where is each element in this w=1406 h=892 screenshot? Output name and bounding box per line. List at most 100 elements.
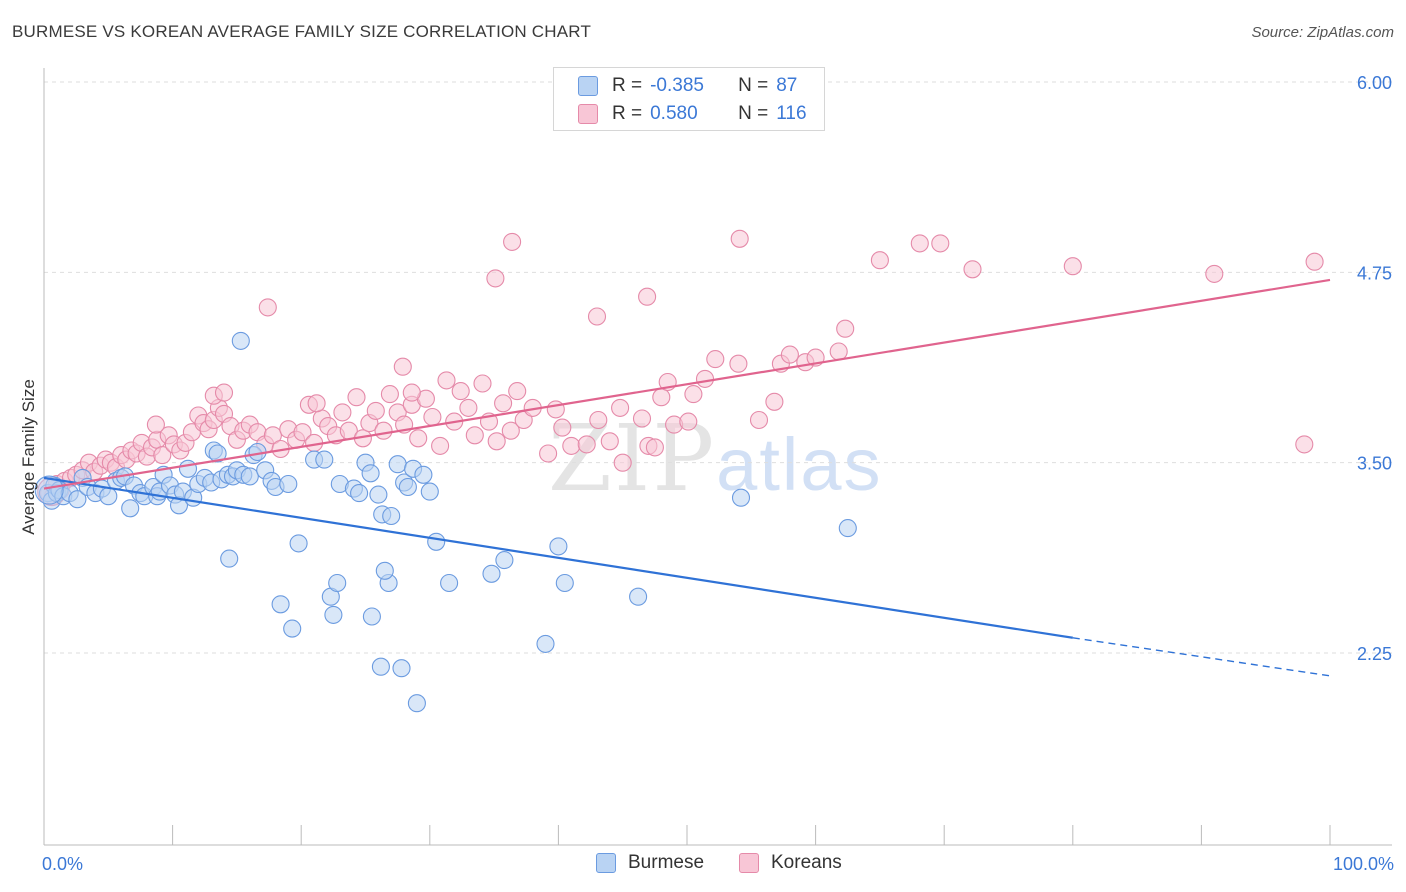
series-legend: Burmese Koreans bbox=[0, 852, 1406, 876]
legend-n-label: N = bbox=[738, 103, 769, 124]
burmese-point bbox=[427, 532, 446, 551]
burmese-point bbox=[629, 587, 648, 606]
koreans-point bbox=[459, 398, 478, 417]
burmese-point bbox=[838, 519, 857, 538]
koreans-point bbox=[870, 251, 889, 270]
burmese-point bbox=[220, 549, 239, 568]
koreans-point bbox=[600, 432, 619, 451]
koreans-point bbox=[645, 438, 664, 457]
koreans-point bbox=[307, 394, 326, 413]
koreans-point bbox=[487, 432, 506, 451]
koreans-point bbox=[1205, 264, 1224, 283]
koreans-point bbox=[501, 421, 520, 440]
y-tick-label: 3.50 bbox=[1357, 454, 1392, 474]
koreans-point bbox=[374, 421, 393, 440]
koreans-point bbox=[963, 260, 982, 279]
legend-swatch-burmese bbox=[578, 76, 598, 96]
burmese-point bbox=[361, 464, 380, 483]
legend-n-label: N = bbox=[738, 75, 769, 96]
koreans-point bbox=[486, 269, 505, 288]
koreans-point bbox=[684, 385, 703, 404]
correlation-legend: R = -0.385 N = 87 R = 0.580 N = 116 bbox=[553, 67, 825, 131]
axis-labels: 2.25 3.50 4.75 6.00 0.0% 100.0% Average Family… bbox=[19, 73, 1394, 874]
burmese-point bbox=[279, 474, 298, 494]
koreans-point bbox=[402, 383, 421, 402]
koreans-point bbox=[393, 357, 412, 376]
koreans-point bbox=[1305, 252, 1324, 271]
y-tick-label: 6.00 bbox=[1357, 73, 1392, 93]
legend-r-value: -0.385 bbox=[650, 75, 704, 96]
burmese-point bbox=[121, 499, 140, 518]
burmese-point bbox=[283, 619, 302, 638]
burmese-point bbox=[407, 694, 426, 713]
burmese-point bbox=[99, 487, 118, 506]
koreans-point bbox=[431, 436, 450, 455]
koreans-point bbox=[562, 436, 581, 455]
burmese-point bbox=[398, 477, 417, 497]
koreans-point bbox=[153, 446, 172, 465]
burmese-point bbox=[362, 607, 381, 626]
koreans-point bbox=[451, 382, 470, 401]
burmese-point bbox=[34, 475, 64, 505]
koreans-point bbox=[749, 410, 769, 430]
koreans-point bbox=[613, 453, 632, 472]
legend-swatch-koreans bbox=[739, 853, 759, 873]
legend-item-koreans[interactable]: Koreans bbox=[739, 852, 842, 874]
koreans-point bbox=[638, 287, 657, 306]
koreans-point bbox=[780, 345, 799, 364]
koreans-point bbox=[611, 398, 630, 417]
chart-title: BURMESE VS KOREAN AVERAGE FAMILY SIZE CO… bbox=[12, 22, 592, 41]
burmese-point bbox=[420, 482, 439, 501]
koreans-point bbox=[347, 388, 366, 407]
legend-r-label: R = bbox=[612, 75, 643, 96]
burmese-point bbox=[240, 467, 259, 486]
koreans-point bbox=[263, 426, 282, 445]
koreans-point bbox=[409, 429, 428, 448]
legend-row-koreans: R = 0.580 N = 116 bbox=[578, 102, 807, 126]
burmese-point bbox=[369, 485, 388, 504]
y-tick-label: 4.75 bbox=[1357, 263, 1392, 283]
burmese-point bbox=[208, 444, 227, 463]
legend-swatch-koreans bbox=[578, 104, 598, 124]
koreans-point bbox=[423, 407, 442, 427]
koreans-point bbox=[910, 234, 929, 253]
burmese-point bbox=[68, 490, 87, 509]
x-tick-label-end: 100.0% bbox=[1333, 854, 1394, 874]
koreans-point bbox=[494, 394, 513, 413]
koreans-point bbox=[765, 392, 784, 411]
koreans-point bbox=[214, 383, 234, 402]
koreans-point bbox=[1063, 257, 1082, 276]
koreans-point bbox=[503, 232, 522, 251]
legend-n-value: 116 bbox=[776, 103, 807, 124]
koreans-point bbox=[539, 444, 558, 463]
koreans-point bbox=[553, 418, 572, 437]
y-tick-label: 2.25 bbox=[1357, 644, 1392, 664]
koreans-point bbox=[729, 354, 748, 373]
burmese-point bbox=[315, 450, 334, 469]
koreans-point bbox=[258, 298, 277, 317]
burmese-point bbox=[414, 465, 433, 484]
koreans-point bbox=[546, 400, 565, 419]
koreans-point bbox=[1295, 435, 1314, 454]
koreans-trend-line bbox=[43, 278, 1331, 490]
koreans-point bbox=[632, 409, 652, 428]
y-axis-label: Average Family Size bbox=[19, 379, 38, 535]
koreans-point bbox=[508, 382, 527, 401]
koreans-point bbox=[587, 307, 607, 326]
koreans-point bbox=[931, 234, 950, 253]
burmese-trend-line bbox=[43, 476, 1073, 639]
koreans-point bbox=[679, 412, 698, 431]
koreans-point bbox=[333, 403, 352, 422]
koreans-point bbox=[836, 319, 855, 338]
koreans-point bbox=[589, 410, 608, 430]
burmese-point bbox=[388, 455, 407, 474]
x-tick-label-start: 0.0% bbox=[42, 854, 83, 874]
legend-r-value: 0.580 bbox=[650, 103, 698, 124]
burmese-point bbox=[536, 634, 555, 653]
koreans-point bbox=[146, 415, 165, 434]
koreans-point bbox=[695, 369, 715, 388]
koreans-point bbox=[730, 229, 749, 248]
legend-item-burmese[interactable]: Burmese bbox=[596, 852, 704, 874]
burmese-point bbox=[178, 459, 198, 478]
burmese-point bbox=[231, 331, 250, 350]
